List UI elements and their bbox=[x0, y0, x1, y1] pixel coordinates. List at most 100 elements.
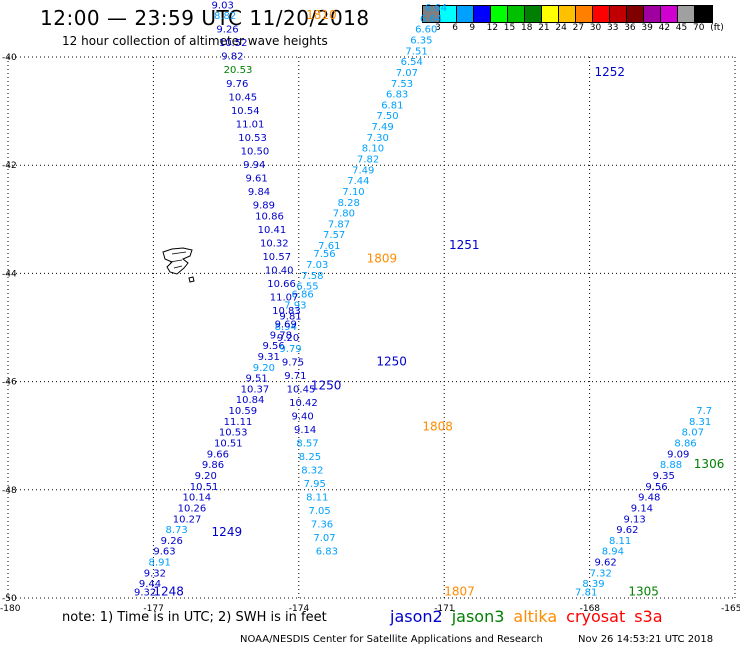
wave-height-value: 7.36 bbox=[311, 520, 333, 531]
wave-height-value: 10.27 bbox=[173, 514, 202, 525]
wave-height-value: 8.94 bbox=[275, 322, 297, 333]
wave-height-value: 8.28 bbox=[338, 198, 360, 209]
wave-height-value: 9.61 bbox=[245, 173, 267, 184]
latitude-label: -40 bbox=[2, 53, 17, 63]
wave-height-value: 10.32 bbox=[260, 238, 289, 249]
colorbar-swatch bbox=[678, 6, 695, 22]
page-title: 12:00 — 23:59 UTC 11/20/2018 bbox=[40, 6, 370, 30]
wave-height-value: 6.83 bbox=[386, 90, 408, 101]
latitude-label: -48 bbox=[2, 486, 17, 496]
wave-height-value: 7.07 bbox=[313, 533, 335, 544]
wave-height-value: 9.81 bbox=[279, 311, 301, 322]
wave-height-value: 7.32 bbox=[590, 568, 612, 579]
footnote: note: 1) Time is in UTC; 2) SWH is in fe… bbox=[62, 610, 327, 625]
wave-height-value: 10.53 bbox=[238, 133, 267, 144]
colorbar-label: 33 bbox=[607, 23, 619, 33]
wave-height-value: 9.94 bbox=[243, 160, 265, 171]
wave-height-value: 7.53 bbox=[391, 79, 413, 90]
wave-height-value: 9.56 bbox=[262, 341, 284, 352]
wave-height-value: 10.14 bbox=[182, 493, 211, 504]
wave-height-value: 10.86 bbox=[255, 211, 284, 222]
colorbar-label: 21 bbox=[538, 23, 550, 33]
wave-height-value: 7.7 bbox=[696, 406, 712, 417]
wave-height-value: 7.50 bbox=[376, 111, 398, 122]
legend-altika: altika bbox=[513, 607, 558, 626]
wave-height-value: 9.20 bbox=[253, 363, 275, 374]
wave-height-value: 8.39 bbox=[582, 579, 604, 590]
wave-height-value: 10.37 bbox=[241, 384, 270, 395]
wave-height-value: 7.51 bbox=[405, 46, 427, 57]
wave-height-value: 11.01 bbox=[236, 119, 265, 130]
wave-height-value: 7.95 bbox=[304, 479, 326, 490]
wave-height-value: 8.57 bbox=[296, 439, 318, 450]
page-subtitle: 12 hour collection of altimeter wave hei… bbox=[62, 34, 328, 48]
colorbar-label: 30 bbox=[589, 23, 602, 33]
wave-height-value: 9.63 bbox=[153, 547, 175, 558]
pass-number-label: 1808 bbox=[422, 419, 453, 433]
wave-height-value: 9.86 bbox=[202, 460, 224, 471]
colorbar-swatch bbox=[491, 6, 508, 22]
wave-height-value: 6.54 bbox=[401, 57, 423, 68]
wave-height-value: 10.26 bbox=[178, 503, 207, 514]
longitude-label: -180 bbox=[0, 604, 21, 614]
wave-height-value: 9.76 bbox=[226, 79, 248, 90]
wave-height-value: 10.45 bbox=[229, 92, 258, 103]
generation-timestamp: Nov 26 14:53:21 UTC 2018 bbox=[578, 634, 714, 645]
wave-height-value: 7.44 bbox=[347, 176, 369, 187]
wave-height-value: 9.66 bbox=[207, 449, 229, 460]
wave-height-value: 8.10 bbox=[362, 144, 384, 155]
wave-height-value: 9.03 bbox=[212, 0, 234, 11]
colorbar bbox=[422, 5, 713, 23]
colorbar-label: 3 bbox=[435, 23, 441, 33]
longitude-label: -171 bbox=[434, 604, 454, 614]
wave-height-value: 11.07 bbox=[270, 292, 299, 303]
wave-height-value: 9.84 bbox=[248, 187, 270, 198]
wave-height-value: 10.57 bbox=[262, 252, 291, 263]
wave-height-value: 9.56 bbox=[645, 482, 667, 493]
colorbar-label: 15 bbox=[503, 23, 516, 33]
wave-height-value: 6.81 bbox=[381, 100, 403, 111]
wave-height-value: 9.71 bbox=[284, 371, 306, 382]
wave-height-value: 8.73 bbox=[166, 525, 188, 536]
wave-height-value: 7.49 bbox=[372, 122, 394, 133]
wave-height-value: 8.07 bbox=[682, 428, 704, 439]
wave-height-value: 9.69 bbox=[275, 320, 297, 331]
wave-height-value: 10.52 bbox=[219, 38, 248, 49]
axis-labels: -40 -42 -44 -46 -48 -50-180 -177 -174 -171 -168 -1… bbox=[0, 53, 740, 614]
colorbar-label: 24 bbox=[555, 23, 567, 33]
wave-height-value: 9.31 bbox=[258, 352, 280, 363]
wave-height-value: 7.30 bbox=[367, 133, 389, 144]
wave-height-value: 8.94 bbox=[602, 547, 624, 558]
colorbar-label: 42 bbox=[658, 23, 671, 33]
legend-s3a: s3a bbox=[634, 607, 663, 626]
colorbar-swatch bbox=[644, 6, 661, 22]
satellite-legend: jason2 jason3 altika cryosat s3a bbox=[390, 607, 672, 626]
wave-height-value: 6.93 bbox=[430, 0, 452, 3]
wave-height-value: 7.05 bbox=[308, 506, 330, 517]
wave-height-value: 8.25 bbox=[299, 452, 321, 463]
satellite-tracks: 9.329.449.328.919.639.268.7310.2710.2610… bbox=[134, 0, 724, 598]
pass-number-label: 1810 bbox=[306, 8, 337, 22]
wave-height-value: 9.35 bbox=[653, 471, 675, 482]
colorbar-swatch bbox=[423, 6, 440, 22]
wave-height-value: 6.64 bbox=[425, 3, 447, 14]
colorbar-swatch bbox=[457, 6, 474, 22]
wave-height-value: 6.55 bbox=[296, 282, 318, 293]
wave-height-value: 10.59 bbox=[229, 406, 258, 417]
wave-height-value: 9.75 bbox=[282, 357, 304, 368]
colorbar-swatch bbox=[440, 6, 457, 22]
wave-height-value: 7.03 bbox=[306, 260, 328, 271]
wave-height-value: 8.91 bbox=[149, 558, 171, 569]
wave-height-value: 9.32 bbox=[134, 587, 156, 598]
wave-height-value: 7.57 bbox=[323, 230, 345, 241]
wave-height-value: 6.83 bbox=[316, 547, 338, 558]
colorbar-label: 27 bbox=[572, 23, 585, 33]
wave-height-value: 7.58 bbox=[301, 271, 323, 282]
pass-number-label: 1249 bbox=[212, 525, 243, 539]
wave-height-value: 10.42 bbox=[289, 398, 318, 409]
wave-height-value: 8.86 bbox=[674, 439, 696, 450]
wave-height-value: 9.44 bbox=[139, 579, 161, 590]
colorbar-label: 36 bbox=[624, 23, 636, 33]
wave-height-value: 10.84 bbox=[236, 395, 265, 406]
